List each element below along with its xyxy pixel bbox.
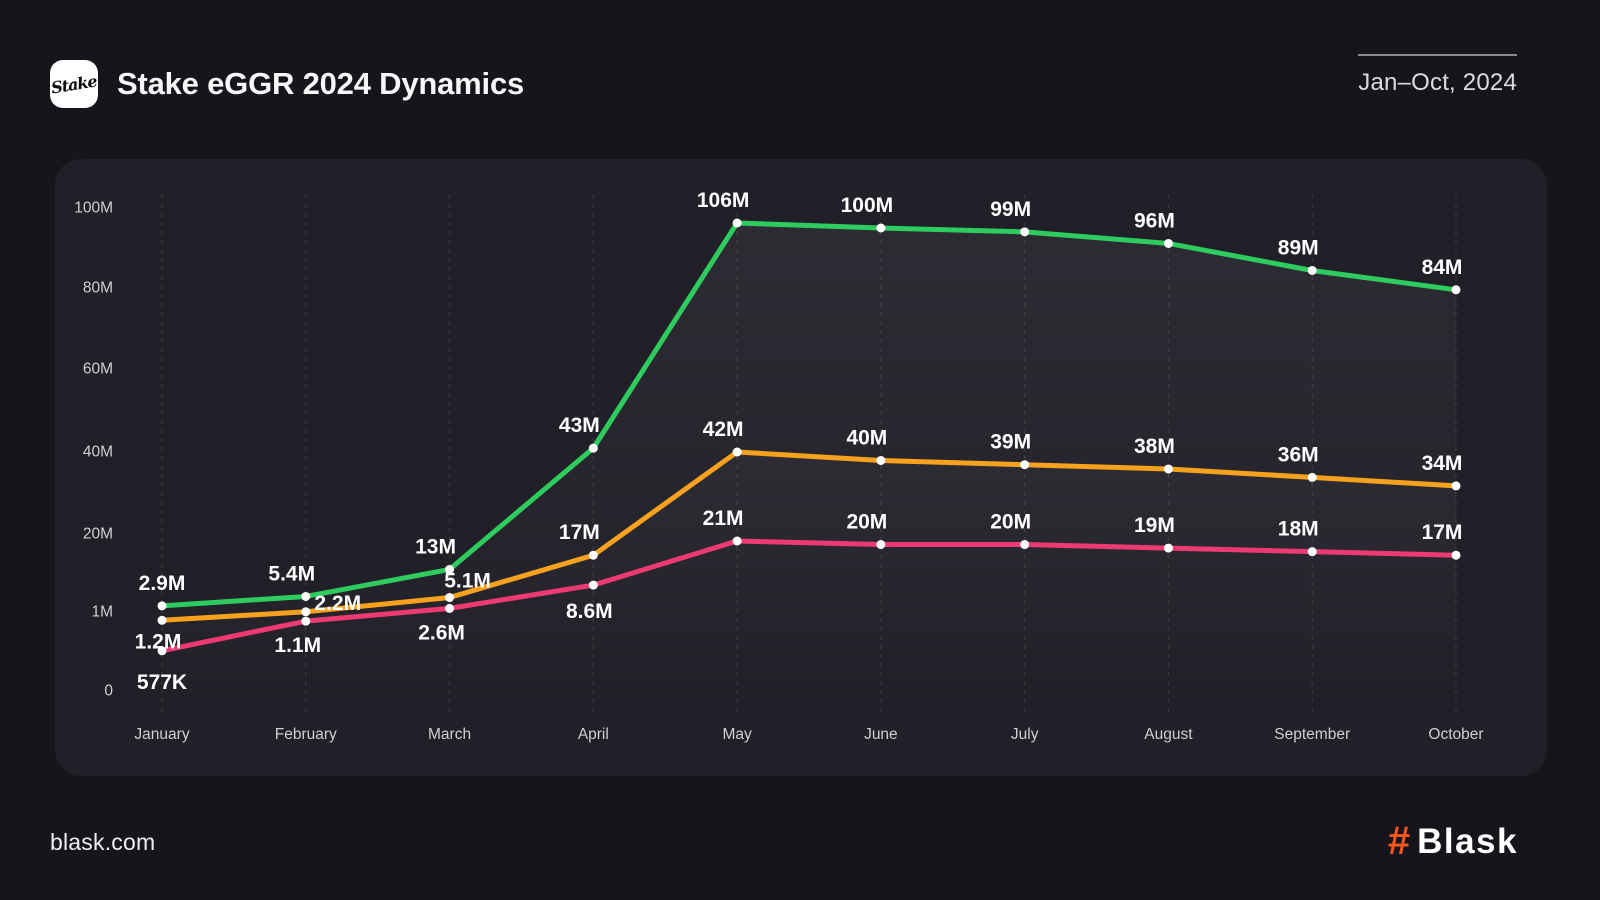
x-label-august: August (1144, 726, 1193, 743)
x-label-march: March (428, 726, 471, 743)
data-point-green-july (1020, 227, 1030, 237)
x-label-may: May (722, 726, 752, 743)
series-line-pink (159, 538, 1459, 654)
data-label-pink-june: 20M (846, 511, 887, 534)
data-point-green-september (1307, 265, 1317, 275)
data-label-pink-august: 19M (1134, 514, 1175, 537)
header: Stake Stake eGGR 2024 Dynamics (50, 60, 524, 108)
y-tick-0: 0 (104, 683, 113, 700)
data-point-pink-october (1451, 550, 1461, 560)
data-point-orange-may (732, 447, 742, 457)
data-point-green-august (1163, 238, 1173, 248)
x-label-february: February (275, 726, 337, 743)
data-point-pink-january (157, 646, 167, 656)
data-label-green-february: 5.4M (268, 562, 315, 585)
stake-logo: Stake (50, 60, 98, 108)
data-point-pink-april (588, 580, 598, 590)
data-label-green-september: 89M (1278, 236, 1319, 259)
data-label-pink-may: 21M (703, 507, 744, 530)
data-label-orange-june: 40M (846, 426, 887, 449)
data-point-green-june (876, 223, 886, 233)
stake-logo-text: Stake (49, 71, 98, 97)
data-label-pink-september: 18M (1278, 518, 1319, 541)
data-point-orange-march (445, 593, 455, 603)
data-point-pink-august (1163, 543, 1173, 553)
data-label-pink-january: 577K (137, 671, 187, 694)
data-point-orange-july (1020, 460, 1030, 470)
data-point-pink-july (1020, 540, 1030, 550)
data-label-green-may: 106M (697, 189, 750, 212)
data-label-green-march: 13M (415, 535, 456, 558)
data-label-orange-march: 5.1M (444, 570, 491, 593)
x-label-june: June (864, 726, 898, 743)
data-label-orange-january: 1.2M (135, 630, 182, 653)
data-label-pink-february: 1.1M (274, 634, 321, 657)
data-point-green-october (1451, 285, 1461, 295)
blask-wordmark: Blask (1417, 822, 1518, 861)
x-label-september: September (1274, 726, 1350, 743)
y-tick-40m: 40M (83, 444, 113, 461)
data-label-green-april: 43M (559, 414, 600, 437)
data-point-orange-september (1307, 472, 1317, 482)
data-point-orange-february (301, 607, 311, 617)
data-label-green-june: 100M (841, 194, 894, 217)
x-label-october: October (1428, 726, 1483, 743)
y-tick-80m: 80M (83, 280, 113, 297)
data-label-orange-may: 42M (703, 418, 744, 441)
data-label-green-january: 2.9M (139, 572, 186, 595)
y-tick-20m: 20M (83, 526, 113, 543)
area-fill-orange (162, 452, 1456, 712)
data-label-orange-october: 34M (1422, 452, 1463, 475)
data-label-orange-april: 17M (559, 521, 600, 544)
data-label-green-october: 84M (1422, 256, 1463, 279)
period-label: Jan–Oct, 2024 (1358, 54, 1517, 97)
data-point-orange-june (876, 455, 886, 465)
x-label-january: January (134, 726, 189, 743)
data-label-pink-march: 2.6M (418, 621, 465, 644)
data-label-orange-july: 39M (990, 431, 1031, 454)
data-label-green-july: 99M (990, 198, 1031, 221)
website-link[interactable]: blask.com (50, 829, 156, 855)
data-point-pink-february (301, 616, 311, 626)
data-point-green-april (588, 443, 598, 453)
data-point-orange-august (1163, 464, 1173, 474)
y-tick-100m: 100M (74, 200, 113, 217)
data-point-green-march (445, 564, 455, 574)
series-line-orange (159, 449, 1459, 623)
data-point-pink-september (1307, 547, 1317, 557)
data-point-green-may (732, 218, 742, 228)
data-label-orange-august: 38M (1134, 435, 1175, 458)
series-line-green (159, 220, 1459, 609)
data-label-pink-october: 17M (1422, 521, 1463, 544)
data-point-orange-april (588, 550, 598, 560)
y-tick-60m: 60M (83, 361, 113, 378)
data-point-orange-january (157, 615, 167, 625)
data-point-pink-march (445, 603, 455, 613)
x-label-july: July (1011, 726, 1039, 743)
blask-hash-icon: # (1387, 819, 1411, 863)
data-point-green-january (157, 601, 167, 611)
x-label-april: April (578, 726, 609, 743)
data-label-orange-february: 2.2M (314, 592, 361, 615)
data-label-pink-july: 20M (990, 511, 1031, 534)
data-point-green-february (301, 591, 311, 601)
y-tick-1m: 1M (91, 604, 113, 621)
data-label-orange-september: 36M (1278, 443, 1319, 466)
blask-logo: # Blask (1387, 819, 1518, 863)
data-label-pink-april: 8.6M (566, 600, 613, 623)
page-title: Stake eGGR 2024 Dynamics (117, 66, 525, 101)
data-point-pink-may (732, 536, 742, 546)
data-label-green-august: 96M (1134, 209, 1175, 232)
data-point-pink-june (876, 540, 886, 550)
data-point-orange-october (1451, 481, 1461, 491)
period-text: Jan–Oct, 2024 (1358, 69, 1517, 96)
